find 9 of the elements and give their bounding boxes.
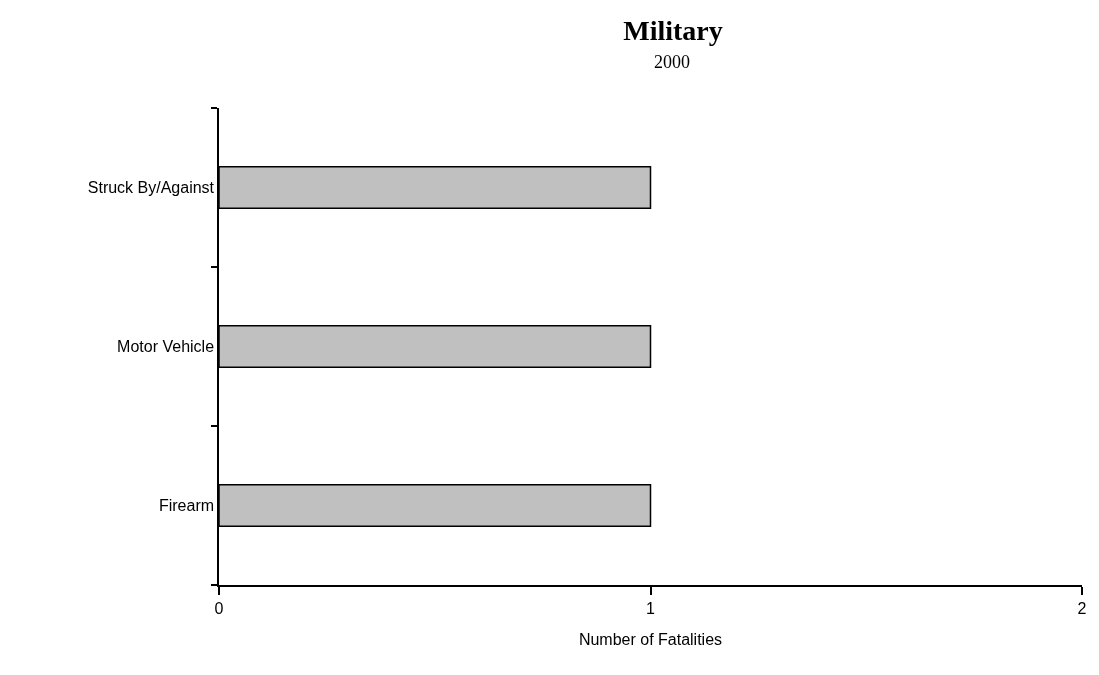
y-tick-label: Motor Vehicle xyxy=(117,338,215,356)
x-tick-label: 1 xyxy=(646,599,656,617)
y-tick-label: Firearm xyxy=(158,497,215,515)
chart-title: Military xyxy=(623,14,723,46)
chart-subtitle: 2000 xyxy=(654,52,690,72)
x-axis-title: Number of Fatalities xyxy=(578,631,723,649)
x-tick-label: 0 xyxy=(214,599,224,617)
x-tick-label: 2 xyxy=(1077,599,1087,617)
y-tick-label: Struck By/Against xyxy=(87,179,215,197)
